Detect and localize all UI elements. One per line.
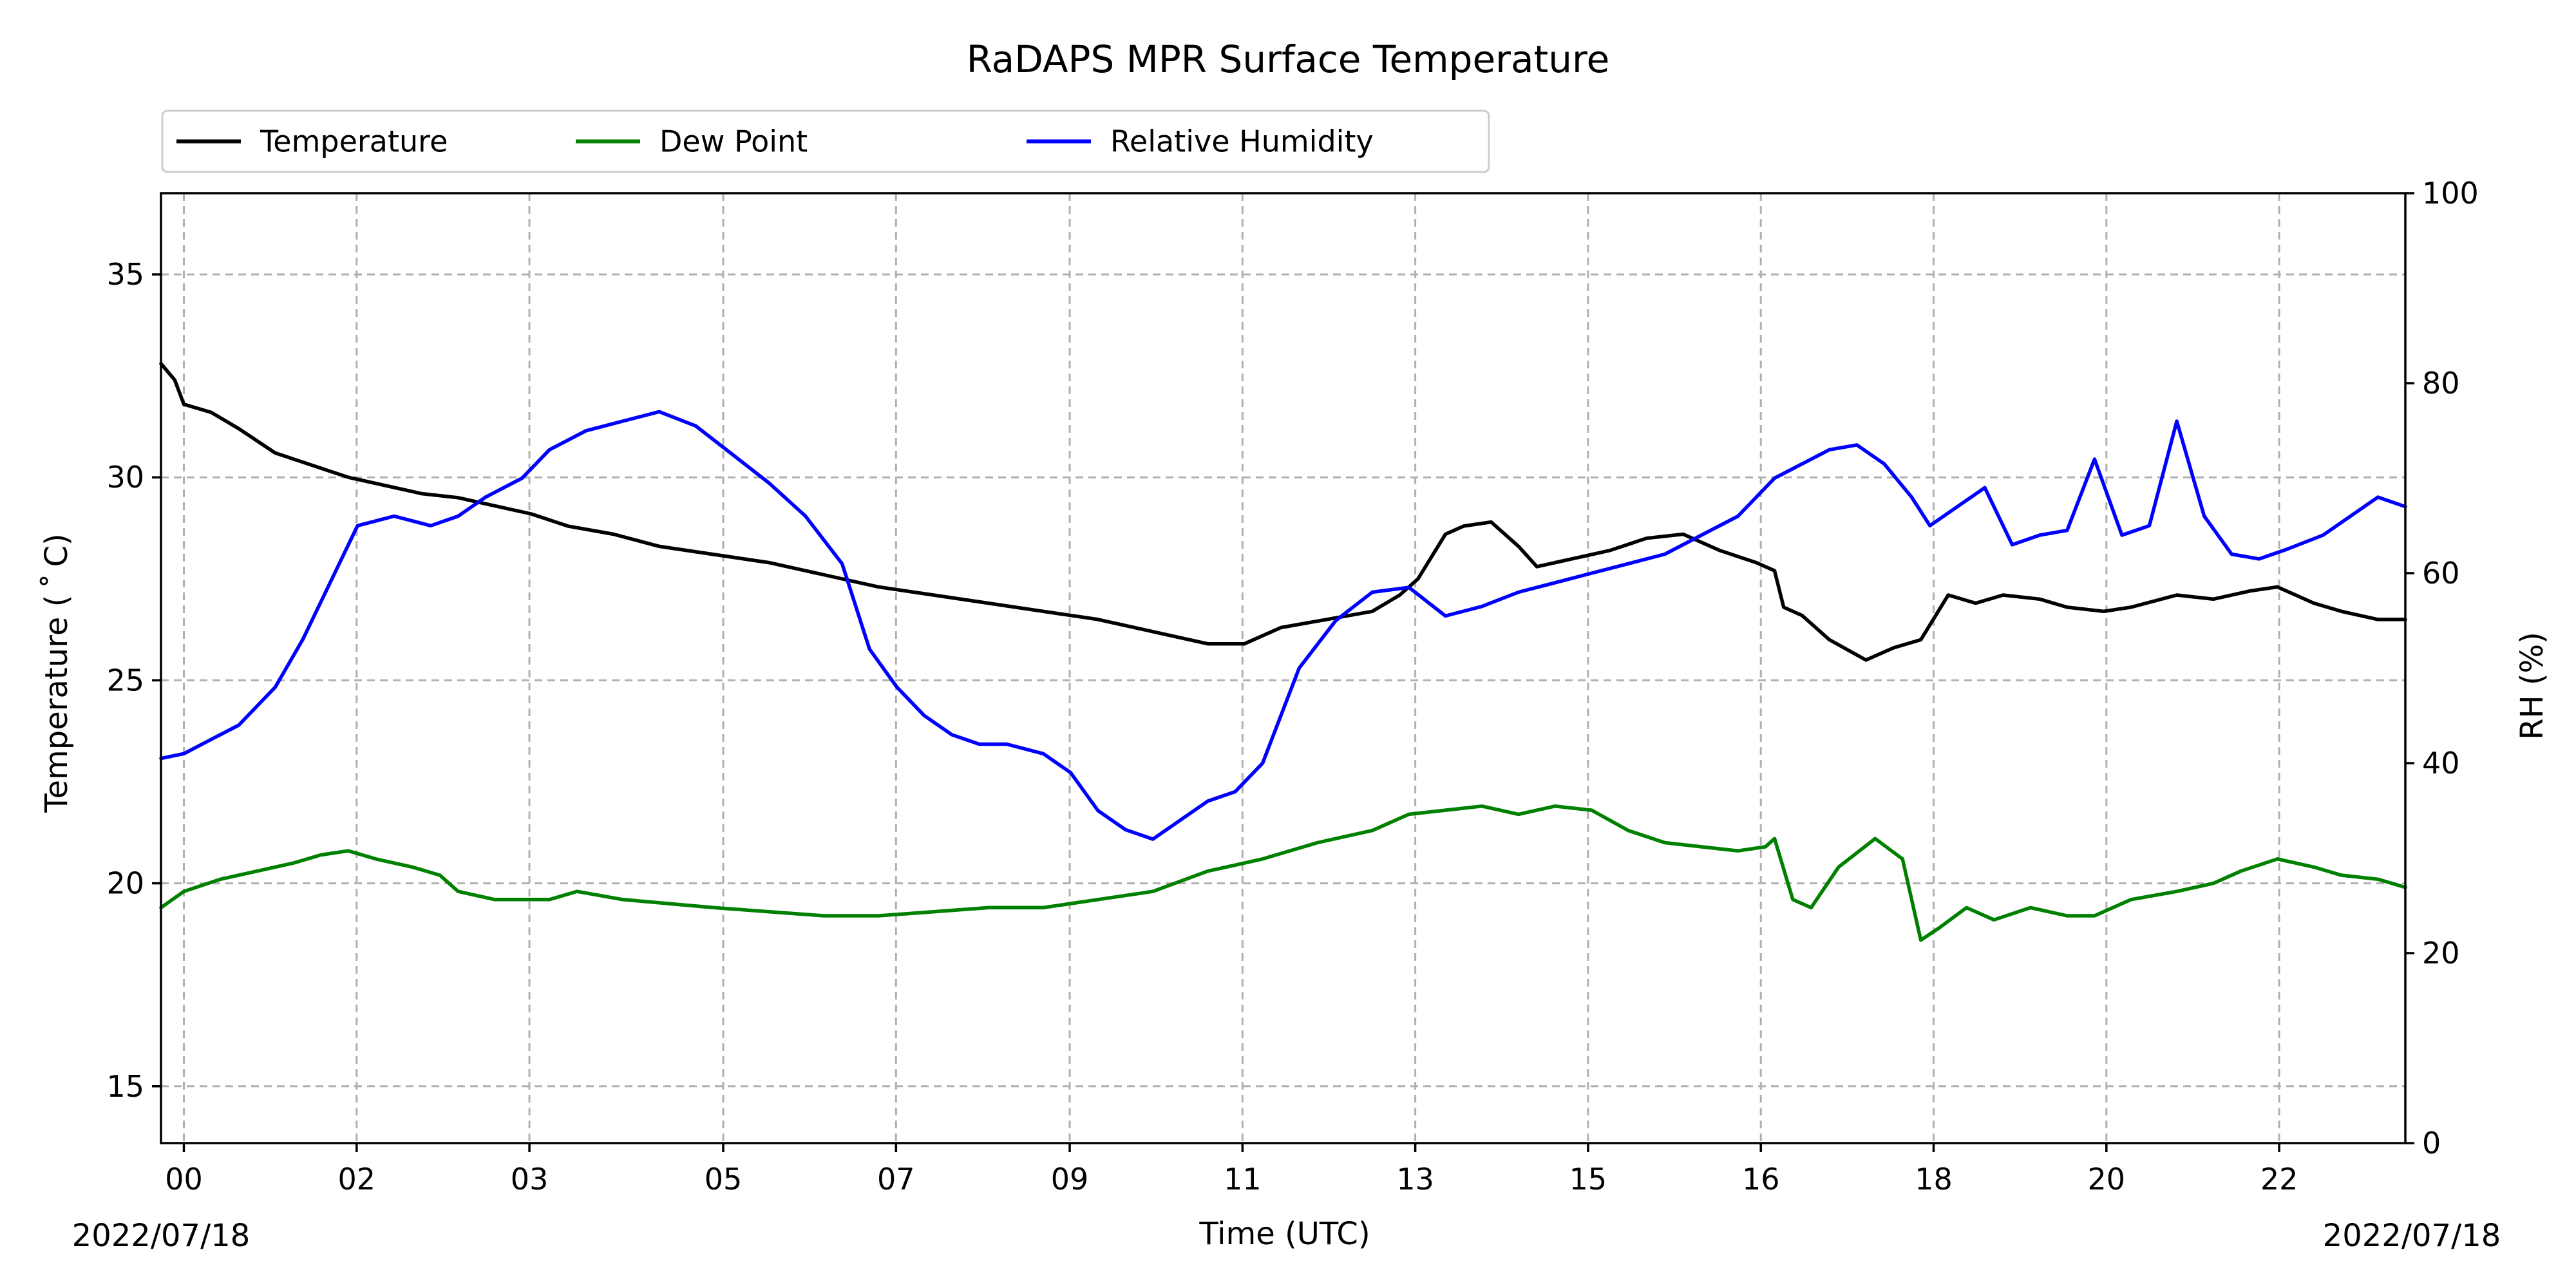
y-right-tick-label: 60 xyxy=(2422,556,2460,591)
x-tick-label: 11 xyxy=(1224,1162,1262,1197)
plot-frame xyxy=(160,192,2407,1144)
series-line-relative-humidity xyxy=(159,410,2407,841)
y-left-tick-label: 25 xyxy=(106,663,144,697)
y-axis-label-right: RH (%) xyxy=(2514,632,2550,740)
y-right-tick-label: 20 xyxy=(2422,936,2460,971)
x-tick-label: 07 xyxy=(877,1162,915,1197)
y-left-tick-label: 20 xyxy=(106,866,144,901)
x-tick-label: 05 xyxy=(705,1162,743,1197)
y-left-tick-label: 35 xyxy=(106,257,144,292)
x-axis-label: Time (UTC) xyxy=(1198,1216,1370,1252)
x-tick-label: 00 xyxy=(165,1162,203,1197)
series-line-temperature xyxy=(159,361,2407,662)
y-right-tick-label: 0 xyxy=(2422,1126,2441,1160)
x-axis-date-left: 2022/07/18 xyxy=(72,1218,251,1254)
x-tick-label: 22 xyxy=(2260,1162,2298,1197)
x-axis-date-right: 2022/07/18 xyxy=(2323,1218,2501,1254)
axes xyxy=(160,192,2407,1144)
legend: Temperature Dew Point Relative Humidity xyxy=(161,109,1490,173)
legend-box xyxy=(161,109,1490,173)
series-line-dew-point xyxy=(159,804,2407,942)
y-left-tick-label: 30 xyxy=(106,460,144,495)
chart-title: RaDAPS MPR Surface Temperature xyxy=(967,37,1610,81)
y-axis-label-left: Temperature ( ˚ C) xyxy=(39,533,75,813)
x-tick-label: 16 xyxy=(1742,1162,1780,1197)
legend-label-dew-point: Dew Point xyxy=(659,124,808,159)
y-right-tick-label: 80 xyxy=(2422,366,2460,401)
legend-label-temperature: Temperature xyxy=(260,124,448,159)
y-right-tick-label: 40 xyxy=(2422,746,2460,781)
legend-label-relative-humidity: Relative Humidity xyxy=(1110,124,1374,159)
plot-area xyxy=(159,361,2407,942)
x-tick-label: 09 xyxy=(1051,1162,1089,1197)
y-right-tick-label: 100 xyxy=(2422,176,2479,211)
x-tick-label: 20 xyxy=(2088,1162,2126,1197)
grid xyxy=(161,193,2405,1143)
x-tick-label: 02 xyxy=(338,1162,376,1197)
ticks: 00 02 03 05 07 09 11 13 15 16 18 20 22 15 20 25 30 35 0 20 4… xyxy=(106,176,2478,1197)
x-tick-label: 15 xyxy=(1569,1162,1607,1197)
x-tick-label: 13 xyxy=(1396,1162,1434,1197)
y-left-tick-label: 15 xyxy=(106,1069,144,1104)
x-tick-label: 03 xyxy=(511,1162,549,1197)
x-tick-label: 18 xyxy=(1915,1162,1953,1197)
